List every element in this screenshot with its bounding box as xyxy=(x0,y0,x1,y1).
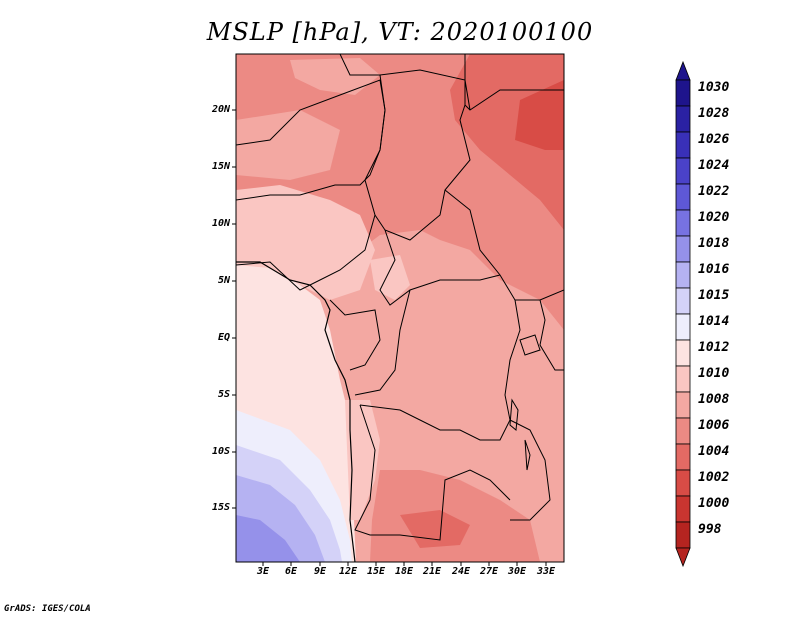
colorbar-label-1018: 1018 xyxy=(698,236,730,251)
colorbar-swatch-1014 xyxy=(675,313,691,341)
ylabel-15s: 15S xyxy=(211,502,230,513)
colorbar-label-1008: 1008 xyxy=(698,392,730,407)
colorbar-swatch-1018 xyxy=(675,235,691,263)
pressure-field xyxy=(236,54,564,562)
colorbar-arrow-top xyxy=(675,60,691,81)
pressure-patch-west-sahel xyxy=(236,110,340,180)
colorbar-swatch-1028 xyxy=(675,105,691,133)
country-borders xyxy=(236,54,564,541)
colorbar-swatch-1004 xyxy=(675,443,691,471)
colorbar-label-1028: 1028 xyxy=(698,106,730,121)
xlabel-3e: 3E xyxy=(256,566,270,577)
border-drc-east xyxy=(359,299,521,441)
pressure-region-1012 xyxy=(236,185,375,300)
ylabel-eq: EQ xyxy=(217,332,230,343)
colorbar-label-1014: 1014 xyxy=(698,314,730,329)
pressure-patch-central xyxy=(370,255,410,300)
colorbar-label-1000: 1000 xyxy=(698,496,730,511)
colorbar-label-1022: 1022 xyxy=(698,184,730,199)
xlabel-27e: 27E xyxy=(479,566,499,577)
ylabel-10s: 10S xyxy=(211,446,230,457)
colorbar-swatch-1020 xyxy=(675,209,691,237)
ylabel-5n: 5N xyxy=(217,275,230,286)
border-chad xyxy=(364,74,471,241)
colorbar-swatch-1022 xyxy=(675,183,691,211)
colorbar-swatch-1000 xyxy=(675,495,691,523)
colorbar-swatch-1012 xyxy=(675,339,691,367)
colorbar-swatch-1026 xyxy=(675,131,691,159)
map-title: MSLP [hPa], VT: 2020100100 xyxy=(206,18,594,46)
axis-ticks xyxy=(232,109,547,566)
ylabel-20n: 20N xyxy=(211,104,230,115)
colorbar-label-1012: 1012 xyxy=(698,340,730,355)
colorbar-swatch-1006 xyxy=(675,417,691,445)
xlabel-30e: 30E xyxy=(507,566,527,577)
colorbar-swatch-1002 xyxy=(675,469,691,497)
pressure-region-1004 xyxy=(515,80,564,150)
colorbar-label-1020: 1020 xyxy=(698,210,730,225)
ylabel-15n: 15N xyxy=(211,161,230,172)
colorbar-label-1026: 1026 xyxy=(698,132,730,147)
border-libya xyxy=(339,54,471,111)
colorbar-label-1004: 1004 xyxy=(698,444,730,459)
colorbar-label-1002: 1002 xyxy=(698,470,730,485)
border-angola-zambia xyxy=(354,404,511,541)
xlabel-18e: 18E xyxy=(394,566,414,577)
border-drc-west xyxy=(354,289,411,396)
ylabel-10n: 10N xyxy=(211,218,230,229)
border-cameroon xyxy=(236,214,376,291)
xlabel-6e: 6E xyxy=(284,566,298,577)
lake-malawi xyxy=(524,439,531,471)
ylabel-5s: 5S xyxy=(217,389,230,400)
plot-frame xyxy=(235,53,565,563)
xlabel-9e: 9E xyxy=(313,566,327,577)
colorbar-label-1010: 1010 xyxy=(698,366,730,381)
xlabel-33e: 33E xyxy=(536,566,556,577)
colorbar-label-1016: 1016 xyxy=(698,262,730,277)
footer-credit: GrADS: IGES/COLA xyxy=(4,604,91,614)
border-gabon-congo xyxy=(329,299,381,371)
xlabel-24e: 24E xyxy=(451,566,471,577)
colorbar xyxy=(675,60,691,568)
coastline xyxy=(236,261,356,562)
lake-tanganyika xyxy=(509,398,519,431)
pressure-patch-nw xyxy=(290,58,380,95)
pressure-region-1008-south xyxy=(370,470,540,562)
colorbar-swatch-1016 xyxy=(675,261,691,289)
lake-victoria xyxy=(519,334,541,356)
colorbar-swatch-1030 xyxy=(675,79,691,107)
colorbar-swatch-1024 xyxy=(675,157,691,185)
colorbar-label-1030: 1030 xyxy=(698,80,730,95)
xlabel-12e: 12E xyxy=(338,566,358,577)
colorbar-arrow-bottom xyxy=(675,547,691,568)
xlabel-21e: 21E xyxy=(422,566,442,577)
border-egypt xyxy=(464,54,564,111)
colorbar-swatch-1010 xyxy=(675,365,691,393)
xlabel-15e: 15E xyxy=(366,566,386,577)
colorbar-label-998: 998 xyxy=(698,522,722,537)
colorbar-label-1024: 1024 xyxy=(698,158,730,173)
colorbar-label-1015: 1015 xyxy=(698,288,730,303)
border-car xyxy=(379,229,501,306)
colorbar-swatch-998 xyxy=(675,521,691,549)
colorbar-swatch-1008 xyxy=(675,391,691,419)
border-kenya xyxy=(539,299,564,371)
pressure-region-1018 xyxy=(236,515,300,562)
pressure-region-1006-south xyxy=(400,510,470,548)
border-tanzania-mozambique xyxy=(509,419,551,521)
colorbar-label-1006: 1006 xyxy=(698,418,730,433)
colorbar-swatch-1015 xyxy=(675,287,691,315)
